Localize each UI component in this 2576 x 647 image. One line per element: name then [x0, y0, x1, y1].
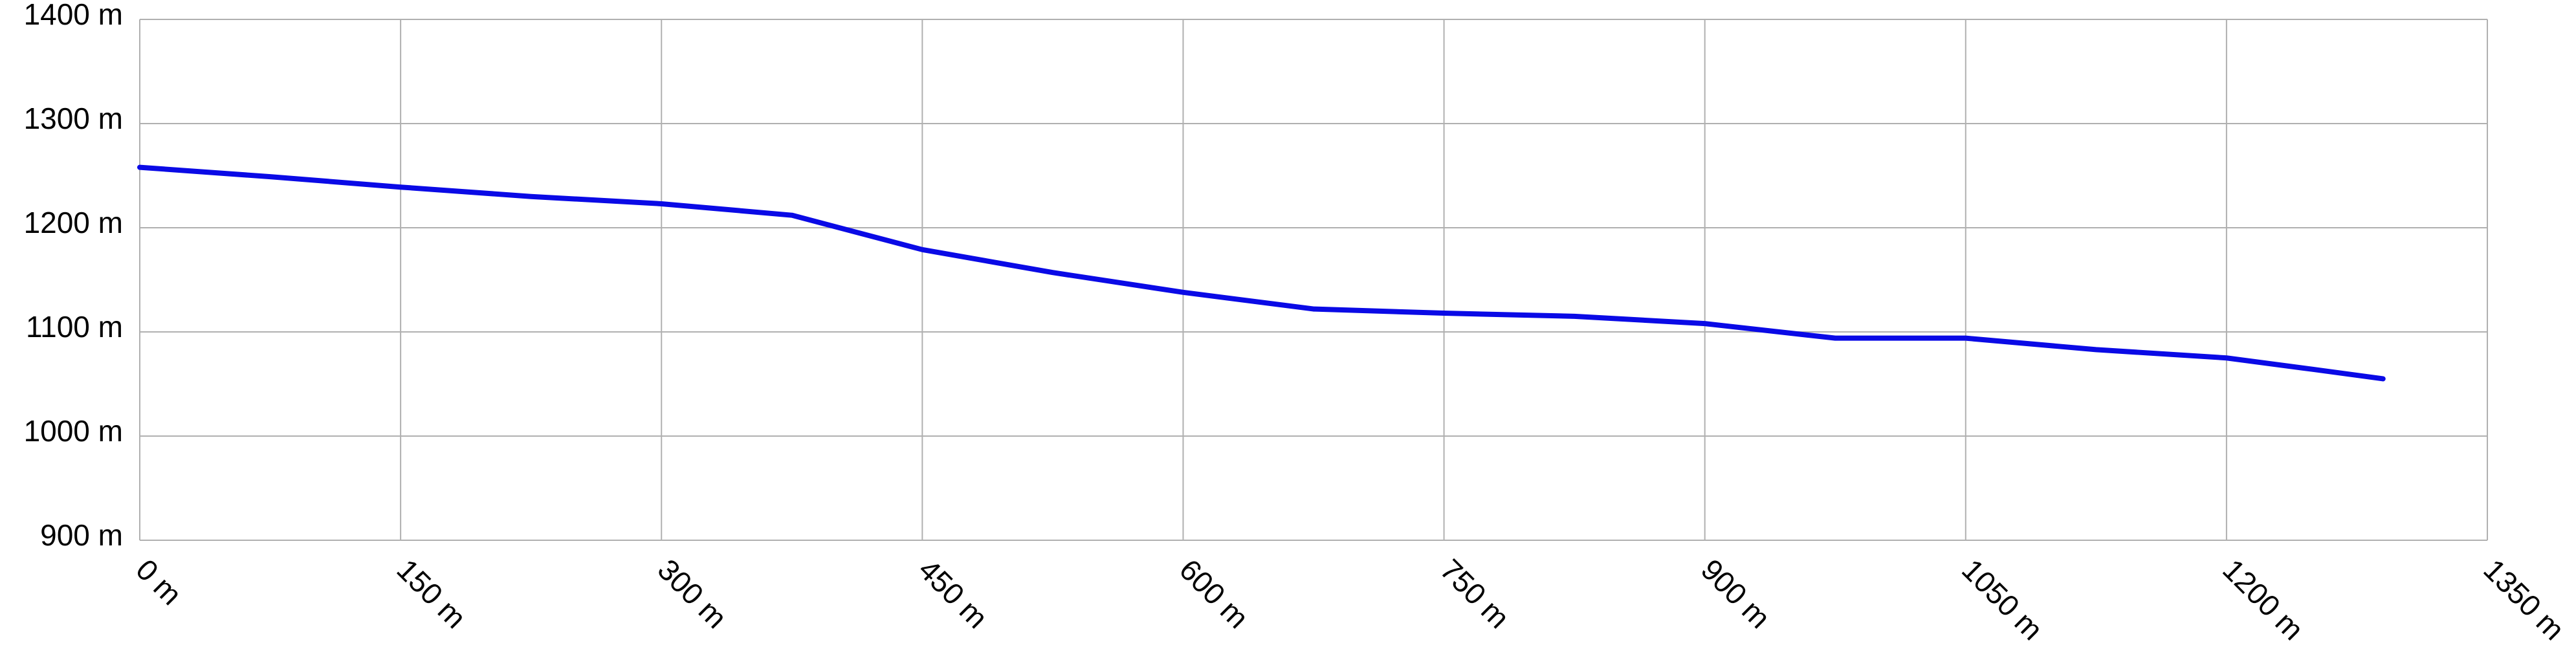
x-tick-label: 1350 m — [2477, 553, 2571, 646]
x-tick-label: 300 m — [652, 553, 734, 635]
y-tick-label: 1400 m — [24, 0, 123, 31]
elevation-line — [137, 164, 2386, 382]
x-tick-label: 600 m — [1173, 553, 1255, 635]
x-tick-label: 150 m — [390, 553, 472, 635]
x-tick-label: 1050 m — [1955, 553, 2049, 646]
y-tick-label: 1100 m — [26, 310, 123, 344]
x-tick-label: 450 m — [912, 553, 995, 635]
y-tick-label: 1000 m — [24, 414, 123, 448]
x-tick-label: 900 m — [1695, 553, 1777, 635]
x-tick-label: 1200 m — [2216, 553, 2310, 646]
x-tick-label: 0 m — [129, 553, 188, 611]
y-tick-label: 1200 m — [24, 206, 123, 239]
y-tick-label: 900 m — [40, 518, 123, 552]
x-tick-label: 750 m — [1434, 553, 1516, 635]
y-tick-label: 1300 m — [24, 102, 123, 135]
